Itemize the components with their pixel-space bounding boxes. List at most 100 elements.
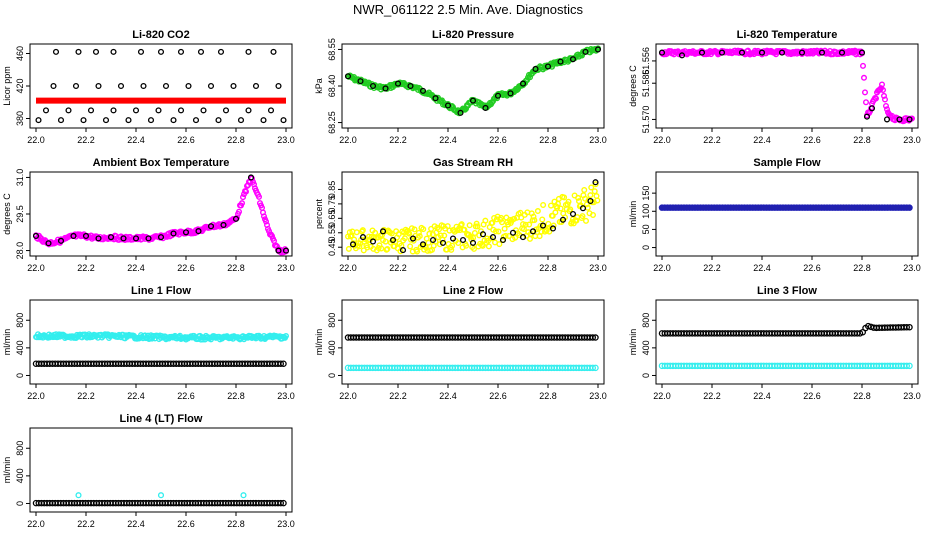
data-point [95, 82, 102, 90]
y-axis-label: ml/min [2, 329, 12, 356]
data-point [375, 244, 382, 251]
x-tick-label: 22.2 [389, 263, 407, 273]
data-point [220, 221, 227, 229]
data-point [252, 82, 260, 90]
x-tick-label: 22.8 [853, 391, 871, 401]
data-point [567, 206, 574, 213]
panel-title: Li-820 CO2 [132, 29, 189, 41]
x-tick-label: 22.0 [339, 391, 357, 401]
data-point [230, 82, 237, 90]
data-point [401, 235, 408, 242]
data-point [573, 217, 580, 224]
data-point [449, 242, 456, 249]
data-layer [658, 204, 913, 211]
data-point [482, 217, 489, 224]
data-point [65, 107, 72, 114]
data-point [482, 104, 489, 111]
data-point [414, 248, 421, 255]
y-axis-label: Licor ppm [2, 66, 12, 106]
data-point [550, 222, 557, 229]
data-point [441, 232, 448, 239]
panel-4: Ambient Box Temperature degrees C 22.0 22.2… [2, 157, 295, 273]
data-point [883, 116, 891, 123]
data-point [407, 243, 414, 250]
data-point [548, 202, 555, 209]
x-tick-label: 22.6 [177, 263, 195, 273]
data-point [75, 492, 82, 499]
data-point [471, 245, 478, 252]
y-tick-label: 420 [15, 78, 25, 93]
data-point [162, 82, 170, 90]
x-tick-label: 23.0 [903, 135, 921, 145]
data-layer [658, 47, 916, 125]
y-axis-label: ml/min [628, 329, 638, 356]
data-point [471, 229, 478, 236]
x-tick-label: 22.8 [539, 391, 557, 401]
data-point [235, 208, 242, 215]
x-tick-label: 22.8 [539, 263, 557, 273]
data-point [399, 247, 407, 254]
x-tick-label: 22.8 [853, 263, 871, 273]
data-point [157, 234, 165, 241]
data-point [906, 323, 913, 331]
data-point [364, 244, 371, 251]
data-point [559, 216, 567, 223]
y-tick-label: 51.586 [641, 69, 651, 97]
panel-title: Li-820 Pressure [432, 29, 514, 41]
panel-1: Li-820 CO2 Licor ppm 22.0 22.2 22.4 22.6 22.8 2… [2, 29, 295, 145]
data-point [439, 239, 447, 246]
data-point [207, 223, 215, 230]
data-point [512, 234, 519, 241]
x-tick-label: 22.8 [539, 135, 557, 145]
data-point [222, 107, 230, 114]
data-point [569, 56, 577, 63]
data-point [277, 499, 284, 507]
data-point [238, 200, 245, 207]
data-point [372, 229, 379, 236]
data-point [492, 228, 499, 235]
series-raw [33, 331, 290, 343]
plot-frame [341, 171, 605, 257]
x-tick-label: 22.8 [227, 263, 245, 273]
data-layer [32, 492, 287, 507]
data-point [522, 221, 529, 228]
data-point [57, 117, 65, 124]
y-tick-label: 68.25 [327, 111, 337, 134]
x-tick-label: 22.4 [127, 519, 145, 529]
data-point [906, 362, 913, 370]
panel-title: Line 1 Flow [131, 285, 191, 297]
x-tick-label: 22.4 [439, 263, 457, 273]
x-tick-label: 22.6 [489, 391, 507, 401]
data-point [349, 241, 357, 248]
y-tick-label: 400 [15, 468, 25, 483]
panel-title: Li-820 Temperature [737, 29, 838, 41]
data-point [42, 107, 50, 114]
data-point [501, 225, 508, 232]
data-point [778, 49, 786, 56]
data-point [463, 242, 470, 249]
y-tick-label: 0 [641, 373, 651, 378]
data-point [107, 234, 115, 241]
x-tick-label: 22.4 [753, 263, 771, 273]
y-tick-label: 400 [327, 340, 337, 355]
data-point [256, 193, 263, 200]
data-point [45, 240, 52, 247]
data-point [838, 49, 846, 56]
data-point [539, 222, 547, 229]
data-point [461, 226, 468, 233]
data-point [75, 48, 82, 55]
x-tick-label: 22.2 [389, 391, 407, 401]
data-layer [32, 174, 290, 256]
data-point [506, 232, 513, 239]
y-axis-label: kPa [314, 78, 324, 94]
panel-3: Li-820 Temperature degrees C 22.0 22.2 22.4 2… [628, 29, 921, 145]
data-point [379, 228, 387, 235]
x-tick-label: 22.0 [339, 263, 357, 273]
data-point [420, 226, 427, 233]
data-point [359, 227, 366, 234]
data-point [499, 219, 506, 226]
panel-5: Gas Stream RH percent 22.0 22.2 22.4 22.6 22.8… [314, 157, 607, 273]
y-tick-label: 150 [641, 186, 651, 201]
data-point [369, 82, 377, 90]
